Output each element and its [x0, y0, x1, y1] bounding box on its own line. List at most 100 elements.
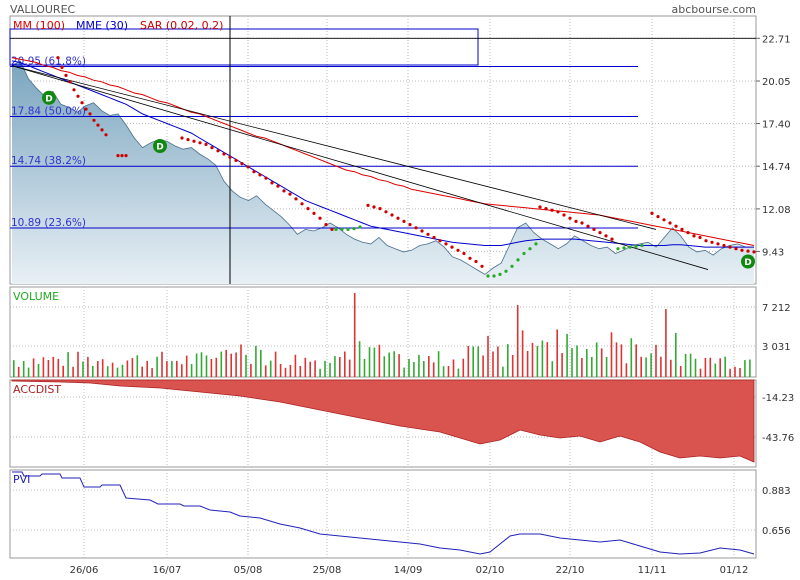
volume-bar: [521, 330, 524, 377]
volume-bar: [551, 361, 554, 377]
sar-dot: [100, 128, 104, 132]
volume-bar: [709, 357, 712, 377]
volume-bar: [220, 351, 223, 377]
volume-bar: [82, 361, 84, 377]
volume-bar: [423, 361, 425, 377]
volume-bar: [255, 345, 257, 377]
volume-bar: [309, 361, 311, 377]
x-tick-label: 22/10: [556, 565, 585, 576]
y-tick-label: 14.74: [762, 162, 791, 173]
volume-bar: [131, 358, 134, 377]
legend: MM (100) MME (30) SAR (0.02, 0.2): [13, 19, 223, 32]
sar-dot: [276, 184, 280, 188]
volume-bar: [546, 342, 549, 377]
volume-bar: [447, 366, 450, 377]
volume-bar: [620, 344, 623, 377]
sar-dot: [752, 250, 756, 254]
sar-dot: [366, 203, 370, 207]
volume-bar: [141, 366, 143, 377]
sar-dot: [84, 107, 88, 111]
volume-bar: [17, 366, 20, 377]
volume-bar: [284, 367, 287, 377]
volume-bar: [62, 365, 64, 377]
volume-bar: [497, 346, 499, 377]
volume-bar: [610, 332, 613, 377]
fib-label: 17.84 (50.0%): [11, 105, 86, 117]
volume-bar: [665, 309, 667, 377]
sar-dot: [568, 216, 572, 220]
sar-dot: [96, 123, 100, 127]
sar-dot: [444, 242, 448, 246]
volume-bar: [106, 366, 109, 377]
volume-bar: [670, 359, 672, 377]
volume-bar: [304, 357, 307, 377]
volume-bar: [269, 360, 272, 377]
volume-bar: [561, 353, 563, 377]
sar-dot: [650, 211, 654, 215]
volume-bar: [161, 351, 163, 377]
sar-dot: [522, 251, 526, 256]
sar-dot: [728, 245, 732, 249]
mme30-line: [11, 60, 754, 248]
volume-bar: [13, 360, 15, 377]
volume-bar: [600, 348, 603, 377]
volume-bar: [492, 351, 494, 377]
accdist-series: [11, 379, 755, 463]
volume-bar: [689, 353, 692, 377]
volume-bar: [97, 361, 99, 377]
volume-bar: [111, 362, 114, 377]
volume-bar: [77, 351, 79, 377]
mm100-line: [11, 57, 755, 246]
volume-bar: [200, 352, 203, 377]
volume-bar: [225, 349, 227, 377]
volume-bar: [329, 362, 331, 377]
volume-bar: [334, 356, 336, 377]
volume-bar: [299, 366, 302, 377]
sar-dot: [668, 221, 672, 225]
sar-dot: [390, 213, 394, 217]
sar-dot: [432, 235, 436, 240]
sar-dot: [92, 118, 96, 122]
volume-bar: [348, 359, 351, 377]
sar-dot: [622, 246, 626, 250]
x-tick-label: 26/06: [70, 565, 99, 576]
sar-dot: [104, 133, 108, 137]
volume-bar: [378, 344, 381, 377]
fib-label: 14.74 (38.2%): [11, 155, 86, 167]
legend-sar: SAR (0.02, 0.2): [140, 19, 223, 32]
volume-bar: [615, 342, 618, 377]
volume-bar: [42, 357, 45, 377]
fib-label: 10.89 (23.6%): [11, 217, 86, 229]
volume-bar: [502, 366, 504, 377]
dividend-marker-label: D: [744, 258, 751, 268]
volume-label: VOLUME: [13, 290, 59, 303]
dividend-marker: [153, 139, 167, 153]
sar-dot: [544, 207, 548, 211]
sar-dot: [740, 248, 744, 252]
sar-dot: [396, 216, 400, 220]
axis-ticks: 26/06 16/07 05/08 25/08 14/09 02/10 22/10 11/11…: [70, 34, 795, 576]
volume-bar: [250, 363, 252, 377]
volume-bar: [432, 362, 435, 377]
y-tick-label: 0.883: [762, 486, 791, 497]
fib-label: 20.95 (61.8%): [11, 56, 86, 68]
sar-dot: [538, 205, 542, 209]
sar-dot: [674, 224, 678, 228]
sar-dot: [680, 227, 684, 231]
sar-dot: [516, 258, 520, 262]
sar-dot: [598, 231, 602, 235]
volume-bar: [294, 354, 297, 377]
sar-dot: [474, 259, 478, 264]
sar-dot: [60, 65, 64, 69]
accdist-area: [11, 379, 755, 463]
volume-bar: [240, 344, 242, 377]
sar-dot: [68, 80, 72, 84]
volume-bar: [507, 344, 509, 377]
sar-dot: [402, 219, 406, 223]
volume-bar: [260, 349, 262, 377]
volume-bar: [166, 361, 168, 377]
volume-bar: [368, 347, 371, 377]
accdist-label: ACCDIST: [13, 383, 61, 396]
sar-dot: [384, 210, 388, 214]
volume-bar: [581, 358, 583, 377]
